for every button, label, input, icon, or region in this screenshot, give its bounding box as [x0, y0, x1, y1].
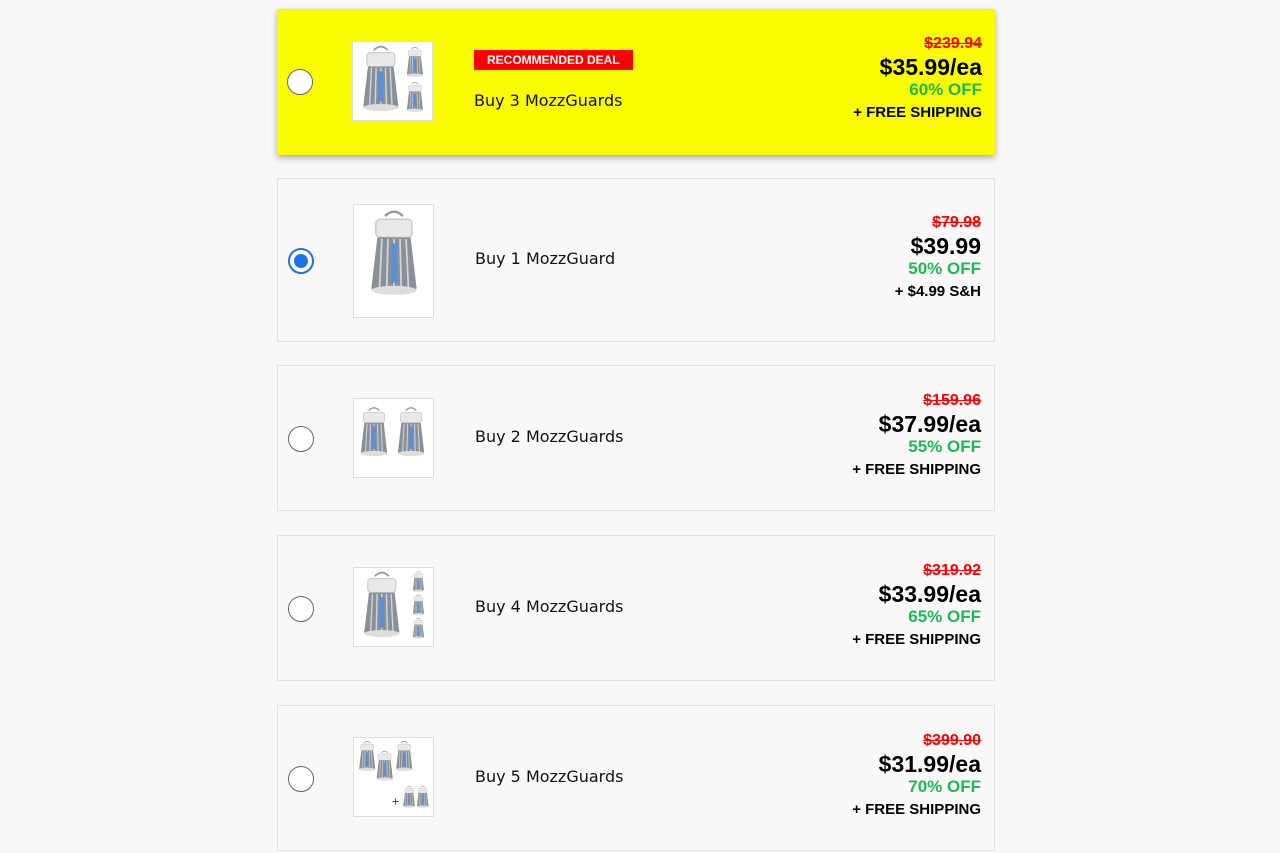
offer-card[interactable]: RECOMMENDED DEAL Buy 3 MozzGuards $239.9… [277, 9, 995, 155]
offer-card[interactable]: + Buy 5 MozzGuards $399.90 $31.99/ea 70%… [277, 705, 995, 851]
lamp-bundle-4-icon [353, 567, 434, 647]
discount-label: 65% OFF [908, 607, 981, 626]
offer-radio[interactable] [288, 596, 314, 622]
offer-label: Buy 5 MozzGuards [475, 767, 624, 786]
shipping-label: + FREE SHIPPING [852, 461, 981, 478]
price-block: $399.90 $31.99/ea 70% OFF + FREE SHIPPIN… [852, 731, 981, 823]
original-price: $159.96 [923, 392, 981, 409]
shipping-label: + FREE SHIPPING [852, 631, 981, 648]
discount-label: 55% OFF [908, 437, 981, 456]
shipping-label: + $4.99 S&H [894, 283, 981, 300]
original-price: $399.90 [923, 732, 981, 749]
offer-card[interactable]: Buy 4 MozzGuards $319.92 $33.99/ea 65% O… [277, 535, 995, 681]
offer-label: Buy 1 MozzGuard [475, 249, 616, 268]
svg-text:+: + [392, 796, 400, 807]
offer-card[interactable]: Buy 1 MozzGuard $79.98 $39.99 50% OFF + … [277, 178, 995, 342]
sale-price: $33.99/ea [878, 581, 981, 607]
offer-radio[interactable] [288, 426, 314, 452]
offer-label: Buy 3 MozzGuards [474, 91, 623, 110]
shipping-label: + FREE SHIPPING [852, 801, 981, 818]
shipping-label: + FREE SHIPPING [853, 104, 982, 121]
lamp-bundle-2-icon [353, 398, 434, 478]
lamp-icon [353, 204, 434, 318]
offer-radio[interactable] [287, 69, 313, 95]
lamp-bundle-3-icon [352, 41, 433, 121]
sale-price: $37.99/ea [878, 411, 981, 437]
offer-label: Buy 4 MozzGuards [475, 597, 624, 616]
price-block: $79.98 $39.99 50% OFF + $4.99 S&H [895, 213, 981, 305]
price-block: $319.92 $33.99/ea 65% OFF + FREE SHIPPIN… [852, 561, 981, 653]
recommended-badge: RECOMMENDED DEAL [474, 50, 633, 70]
sale-price: $31.99/ea [878, 751, 981, 777]
discount-label: 70% OFF [908, 777, 981, 796]
original-price: $79.98 [932, 214, 981, 231]
sale-price: $35.99/ea [879, 54, 982, 80]
lamp-bundle-5-icon: + [353, 737, 434, 817]
offer-card[interactable]: Buy 2 MozzGuards $159.96 $37.99/ea 55% O… [277, 365, 995, 511]
offer-radio[interactable] [288, 766, 314, 792]
offer-radio[interactable] [288, 248, 314, 274]
price-block: $159.96 $37.99/ea 55% OFF + FREE SHIPPIN… [852, 391, 981, 483]
discount-label: 60% OFF [909, 80, 982, 99]
offer-label: Buy 2 MozzGuards [475, 427, 624, 446]
original-price: $239.94 [924, 35, 982, 52]
sale-price: $39.99 [910, 233, 981, 259]
discount-label: 50% OFF [908, 259, 981, 278]
original-price: $319.92 [923, 562, 981, 579]
price-block: $239.94 $35.99/ea 60% OFF + FREE SHIPPIN… [853, 34, 982, 126]
